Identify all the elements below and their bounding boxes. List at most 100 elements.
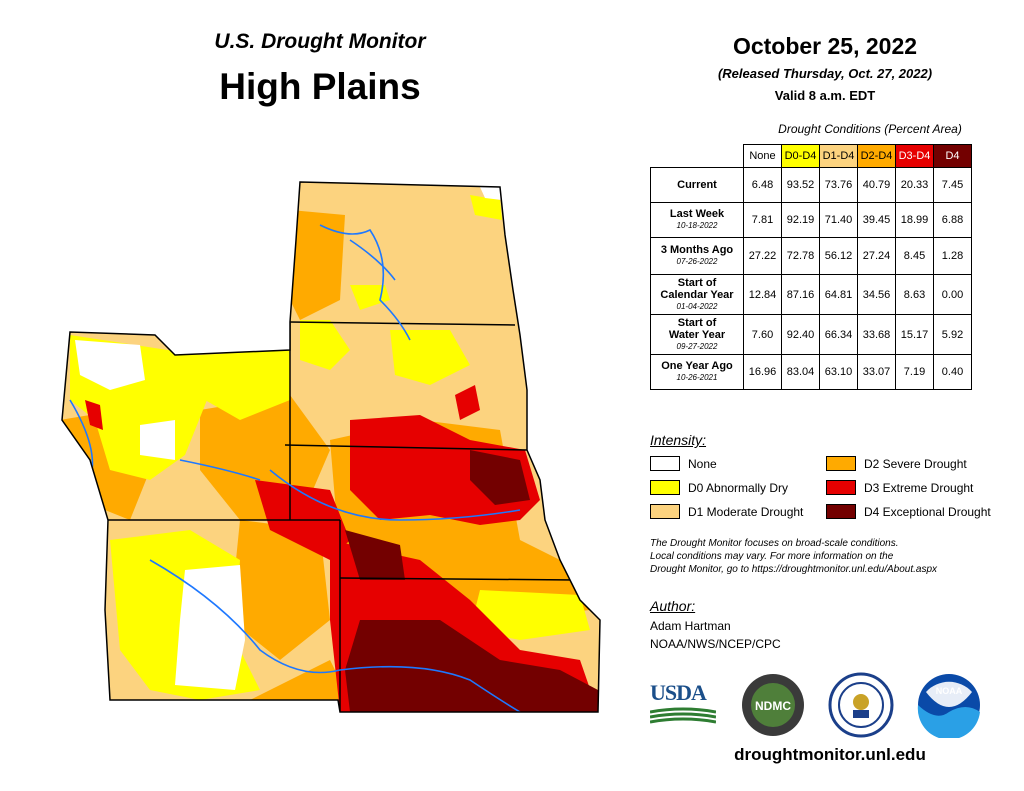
footer-url[interactable]: droughtmonitor.unl.edu <box>734 745 926 764</box>
legend-item: None <box>650 456 717 471</box>
d0-area <box>350 285 390 310</box>
map-date: October 25, 2022 <box>732 33 918 59</box>
row-label-line: Calendar Year <box>660 288 734 301</box>
none-area <box>480 187 502 200</box>
legend-label: D2 Severe Drought <box>864 456 967 471</box>
row-date: 09-27-2022 <box>676 341 718 351</box>
table-cell: 40.79 <box>857 167 896 203</box>
legend-title: Intensity: <box>650 432 707 448</box>
region-outline <box>61 181 601 713</box>
note-line: The Drought Monitor focuses on broad-sca… <box>650 538 899 549</box>
table-cell: 66.34 <box>819 314 858 355</box>
legend-swatch <box>650 456 680 471</box>
table-row: Current 6.48 93.52 73.76 40.79 20.33 7.45 <box>650 167 972 203</box>
table-cell: 39.45 <box>857 202 896 238</box>
table-cell: 33.07 <box>857 354 896 390</box>
legend-item: D1 Moderate Drought <box>650 504 803 519</box>
table-cell: 1.28 <box>933 237 972 275</box>
legend-label: D3 Extreme Drought <box>864 480 974 495</box>
table-header-row: None D0-D4 D1-D4 D2-D4 D3-D4 D4 <box>651 144 972 168</box>
author-title: Author: <box>650 598 696 614</box>
legend-item: D2 Severe Drought <box>826 456 967 471</box>
legend-swatch <box>650 480 680 495</box>
d3-area <box>455 385 480 420</box>
author-name: Adam Hartman <box>650 619 731 633</box>
row-label: Last Week 10-18-2022 <box>650 202 744 238</box>
legend-item: D4 Exceptional Drought <box>826 504 991 519</box>
map-region <box>62 182 600 712</box>
noaa-logo: NOAA <box>917 674 980 738</box>
legend-swatch <box>650 504 680 519</box>
table-cell: 15.17 <box>895 314 934 355</box>
table-cell: 7.60 <box>743 314 782 355</box>
table-row: 3 Months Ago 07-26-2022 27.22 72.78 56.12 27.… <box>650 237 972 275</box>
note-line: Drought Monitor, go to https://droughtmo… <box>650 564 938 575</box>
d4-area <box>470 450 530 505</box>
row-label-line: One Year Ago <box>661 360 733 372</box>
table-cell: 64.81 <box>819 274 858 315</box>
table-cell: 0.40 <box>933 354 972 390</box>
table-cell: 56.12 <box>819 237 858 275</box>
row-label-line: 3 Months Ago <box>660 244 734 256</box>
table-cell: 83.04 <box>781 354 820 390</box>
d4-area <box>345 530 405 580</box>
row-date: 10-26-2021 <box>676 373 718 382</box>
row-label-line: Last Week <box>669 208 725 220</box>
col-d1-d4: D1-D4 <box>819 144 858 168</box>
table-cell: 71.40 <box>819 202 858 238</box>
legend-item: D0 Abnormally Dry <box>650 480 788 495</box>
valid-time: Valid 8 a.m. EDT <box>774 88 876 103</box>
table-row: Start of Calendar Year 01-04-2022 12.84 87.1… <box>650 274 972 315</box>
usda-logo: USDA <box>650 680 716 726</box>
ndmc-logo: NDMC <box>742 674 804 736</box>
legend-label: D4 Exceptional Drought <box>864 504 991 519</box>
d0-area <box>390 330 470 385</box>
drought-conditions-table: None D0-D4 D1-D4 D2-D4 D3-D4 D4 Current 6… <box>650 144 972 390</box>
row-label-line: Water Year <box>668 328 726 341</box>
row-label-line: Start of <box>677 316 717 329</box>
row-label: 3 Months Ago 07-26-2022 <box>650 237 744 275</box>
table-cell: 18.99 <box>895 202 934 238</box>
d0-area <box>470 590 590 640</box>
disclaimer-note: The Drought Monitor focuses on broad-sca… <box>650 537 1010 576</box>
note-line: Local conditions may vary. For more info… <box>650 551 894 562</box>
map-title: High Plains <box>219 66 421 107</box>
legend-swatch <box>826 504 856 519</box>
legend-swatch <box>826 456 856 471</box>
author-org: NOAA/NWS/NCEP/CPC <box>650 637 781 651</box>
legend-label: D0 Abnormally Dry <box>688 480 789 495</box>
table-cell: 16.96 <box>743 354 782 390</box>
row-label: Start of Water Year 09-27-2022 <box>650 314 744 355</box>
legend-label: D1 Moderate Drought <box>688 504 804 519</box>
d0-area <box>470 195 502 220</box>
table-cell: 0.00 <box>933 274 972 315</box>
map-subtitle: U.S. Drought Monitor <box>214 30 426 53</box>
col-d4: D4 <box>933 144 972 168</box>
table-cell: 7.19 <box>895 354 934 390</box>
table-cell: 72.78 <box>781 237 820 275</box>
table-cell: 6.48 <box>743 167 782 203</box>
row-label-line: Start of <box>677 276 717 289</box>
row-label-line: Current <box>677 179 717 191</box>
legend-swatch <box>826 480 856 495</box>
legend-item: D3 Extreme Drought <box>826 480 973 495</box>
col-d0-d4: D0-D4 <box>781 144 820 168</box>
table-cell: 92.19 <box>781 202 820 238</box>
table-cell: 63.10 <box>819 354 858 390</box>
table-cell: 8.45 <box>895 237 934 275</box>
table-cell: 7.81 <box>743 202 782 238</box>
table-cell: 27.22 <box>743 237 782 275</box>
table-cell: 6.88 <box>933 202 972 238</box>
none-area <box>140 420 175 460</box>
table-cell: 27.24 <box>857 237 896 275</box>
d2-area <box>230 520 330 660</box>
table-cell: 93.52 <box>781 167 820 203</box>
row-date: 07-26-2022 <box>676 257 718 266</box>
table-row: Last Week 10-18-2022 7.81 92.19 71.40 39.45 18… <box>650 202 972 238</box>
row-label: Start of Calendar Year 01-04-2022 <box>650 274 744 315</box>
none-area <box>75 340 145 390</box>
table-cell: 92.40 <box>781 314 820 355</box>
none-area <box>175 565 245 690</box>
row-label: Current <box>650 167 744 203</box>
